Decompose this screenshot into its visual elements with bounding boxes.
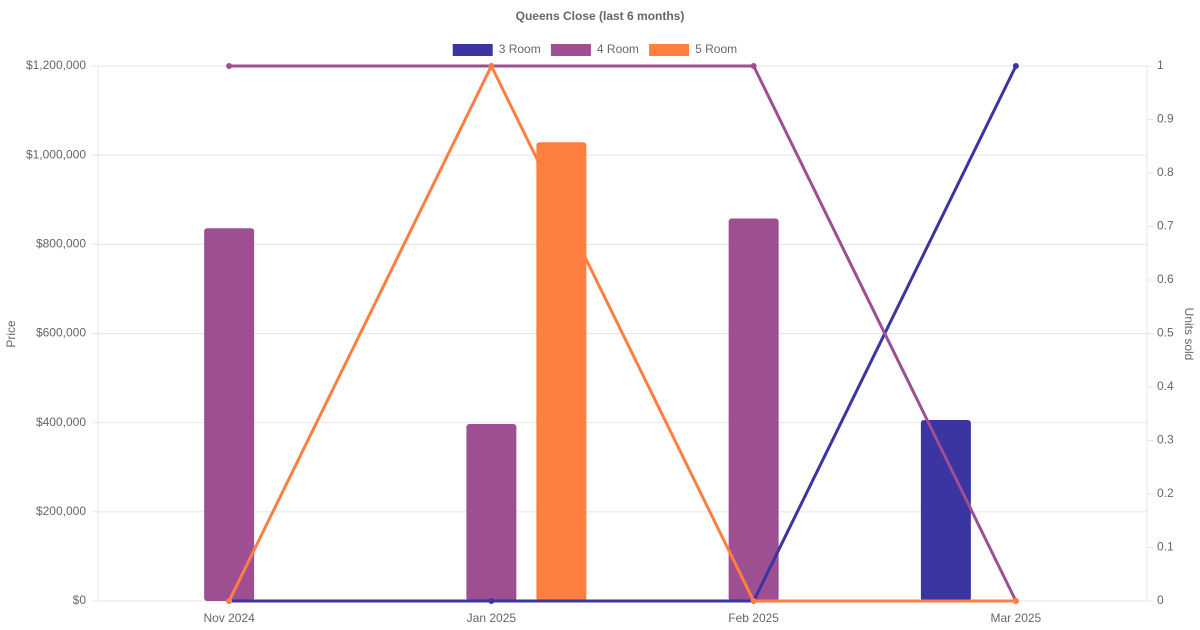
- y2-tick-label: 0: [1157, 593, 1164, 607]
- bar: [920, 419, 971, 601]
- bar: [728, 218, 779, 601]
- point: [226, 63, 233, 69]
- legend-label: 3 Room: [499, 42, 541, 56]
- y2-tick-label: 0.2: [1157, 486, 1174, 500]
- y2-tick-label: 0.8: [1157, 165, 1174, 179]
- line: [229, 64, 1018, 602]
- bar: [204, 228, 255, 602]
- legend-swatch[interactable]: [649, 44, 690, 56]
- chart-title: Queens Close (last 6 months): [516, 9, 685, 23]
- point: [488, 63, 495, 69]
- bar: [536, 142, 587, 602]
- point: [488, 598, 495, 604]
- y-axis-label: Price: [4, 320, 18, 348]
- y2-tick-label: 0.1: [1157, 540, 1174, 554]
- y-tick-label: $1,200,000: [26, 58, 86, 72]
- point: [226, 598, 233, 604]
- point: [1012, 598, 1019, 604]
- y-tick-label: $0: [73, 593, 87, 607]
- point: [750, 598, 757, 604]
- y2-tick-label: 1: [1157, 58, 1164, 72]
- y2-tick-label: 0.7: [1157, 219, 1174, 233]
- y2-tick-label: 0.4: [1157, 379, 1174, 393]
- legend-label: 5 Room: [695, 42, 737, 56]
- bar: [466, 424, 517, 601]
- x-tick-label: Feb 2025: [728, 611, 779, 625]
- point: [750, 63, 757, 69]
- y2-tick-label: 0.3: [1157, 433, 1174, 447]
- legend-swatch[interactable]: [550, 44, 591, 56]
- y-tick-label: $800,000: [36, 237, 86, 251]
- legend-swatch[interactable]: [452, 44, 493, 56]
- point: [1012, 63, 1019, 69]
- y2-tick-label: 0.9: [1157, 112, 1174, 126]
- legend-label: 4 Room: [597, 42, 639, 56]
- y-tick-label: $400,000: [36, 415, 86, 429]
- y2-axis-label: Units sold: [1182, 308, 1196, 361]
- line: [227, 62, 1016, 603]
- y2-tick-label: 0.5: [1157, 326, 1174, 340]
- y2-tick-label: 0.6: [1157, 272, 1174, 286]
- y-tick-label: $600,000: [36, 326, 86, 340]
- y-tick-label: $200,000: [36, 504, 86, 518]
- x-tick-label: Jan 2025: [467, 611, 517, 625]
- x-tick-label: Nov 2024: [203, 611, 255, 625]
- y-tick-label: $1,000,000: [26, 147, 86, 161]
- x-tick-label: Mar 2025: [991, 611, 1042, 625]
